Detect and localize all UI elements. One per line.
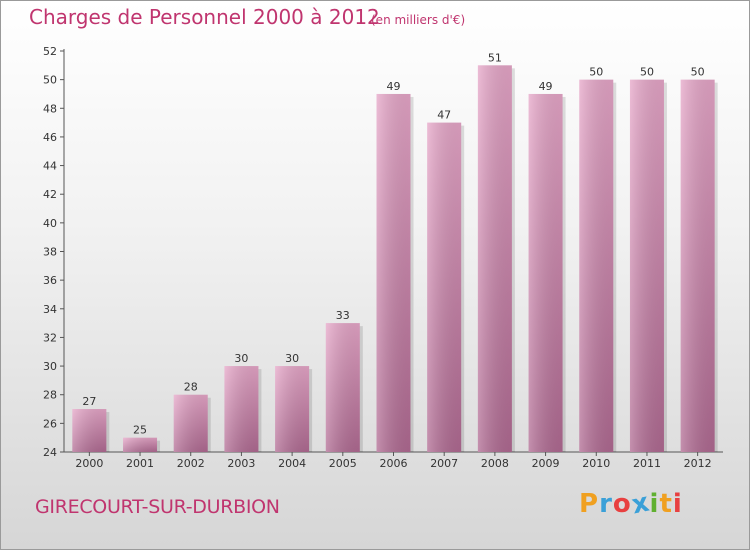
value-label: 33: [336, 309, 350, 322]
logo-letter: t: [659, 489, 673, 519]
y-tick-label: 38: [43, 246, 57, 259]
y-tick-label: 28: [43, 389, 57, 402]
bar-highlight: [629, 79, 664, 453]
y-tick-label: 52: [43, 45, 57, 58]
value-label: 25: [133, 424, 147, 437]
y-tick-label: 44: [43, 160, 57, 173]
x-tick-label: 2009: [532, 457, 560, 470]
bar-highlight: [173, 394, 208, 452]
bar-highlight: [528, 93, 563, 452]
y-tick-label: 42: [43, 188, 57, 201]
value-label: 30: [234, 352, 248, 365]
bar-highlight: [72, 409, 107, 452]
bar-highlight: [123, 437, 158, 452]
value-label: 50: [589, 66, 603, 79]
y-tick-label: 30: [43, 360, 57, 373]
x-tick-label: 2012: [684, 457, 712, 470]
y-tick-label: 50: [43, 74, 57, 87]
x-tick-label: 2000: [75, 457, 103, 470]
bar-highlight: [427, 122, 462, 452]
y-tick-label: 48: [43, 102, 57, 115]
chart-title: Charges de Personnel 2000 à 2012: [29, 5, 380, 29]
logo-letter: i: [649, 489, 660, 519]
y-tick-label: 46: [43, 131, 57, 144]
x-tick-label: 2001: [126, 457, 154, 470]
value-label: 30: [285, 352, 299, 365]
logo-letter: r: [599, 489, 613, 519]
y-tick-label: 40: [43, 217, 57, 230]
y-tick-label: 36: [43, 274, 57, 287]
logo-letter: o: [612, 489, 632, 519]
value-label: 47: [437, 109, 451, 122]
x-tick-label: 2011: [633, 457, 661, 470]
value-label: 51: [488, 51, 502, 64]
chart-subtitle: (en milliers d'€): [371, 13, 466, 27]
bar-highlight: [680, 79, 715, 453]
value-label: 50: [640, 66, 654, 79]
x-tick-label: 2004: [278, 457, 306, 470]
logo-letter: P: [579, 489, 600, 519]
bar-highlight: [376, 93, 411, 452]
x-tick-label: 2010: [582, 457, 610, 470]
x-tick-label: 2005: [329, 457, 357, 470]
y-tick-label: 24: [43, 446, 57, 459]
x-tick-label: 2008: [481, 457, 509, 470]
proxiti-logo: Proxiti: [579, 487, 683, 520]
bar-highlight: [224, 366, 259, 452]
x-tick-label: 2007: [430, 457, 458, 470]
value-label: 28: [184, 381, 198, 394]
x-tick-label: 2002: [177, 457, 205, 470]
value-label: 49: [539, 80, 553, 93]
x-tick-label: 2003: [227, 457, 255, 470]
bar-highlight: [325, 323, 360, 452]
y-tick-label: 34: [43, 303, 57, 316]
logo-letter: i: [672, 489, 683, 519]
city-name: GIRECOURT-SUR-DURBION: [35, 496, 280, 518]
y-tick-label: 32: [43, 331, 57, 344]
bar-highlight: [275, 366, 310, 452]
bar-highlight: [579, 79, 614, 453]
x-tick-label: 2006: [380, 457, 408, 470]
value-label: 49: [387, 80, 401, 93]
value-label: 50: [691, 66, 705, 79]
bar-highlight: [477, 65, 512, 453]
y-tick-label: 26: [43, 417, 57, 430]
value-label: 27: [82, 395, 96, 408]
